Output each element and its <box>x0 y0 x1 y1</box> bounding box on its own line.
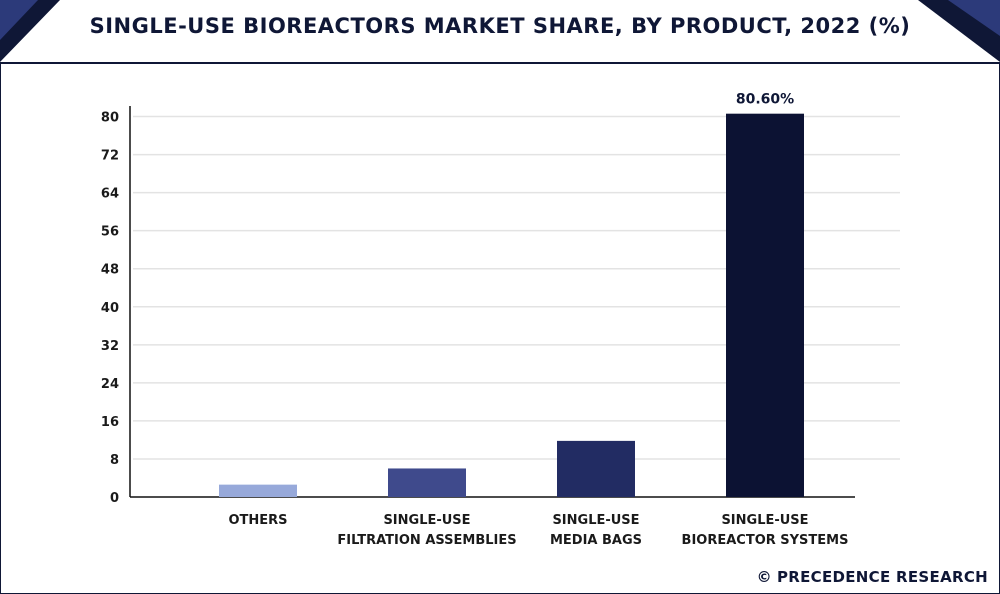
x-category-label: FILTRATION ASSEMBLIES <box>337 533 516 548</box>
source-credit: © PRECEDENCE RESEARCH <box>757 568 988 586</box>
y-tick-label: 16 <box>101 415 119 430</box>
y-tick-label: 32 <box>101 339 119 354</box>
y-tick-label: 24 <box>101 377 119 392</box>
bar-4 <box>726 113 804 497</box>
x-category-label: SINGLE-USE <box>552 513 639 528</box>
bar-1 <box>219 484 297 497</box>
bars <box>219 113 804 497</box>
x-category-label: SINGLE-USE <box>383 513 470 528</box>
y-tick-label: 8 <box>110 453 119 468</box>
y-tick-label: 80 <box>101 111 119 126</box>
credit-text: PRECEDENCE RESEARCH <box>776 568 988 586</box>
page-title: SINGLE-USE BIOREACTORS MARKET SHARE, BY … <box>89 14 911 38</box>
y-tick-label: 72 <box>101 149 119 164</box>
y-tick-label: 48 <box>101 263 119 278</box>
bar-2 <box>388 468 466 497</box>
copyright-icon: © <box>756 568 772 586</box>
y-tick-label: 40 <box>101 301 119 316</box>
y-tick-label: 64 <box>101 187 119 202</box>
bar-3 <box>557 440 635 497</box>
header-banner: SINGLE-USE BIOREACTORS MARKET SHARE, BY … <box>0 0 1000 64</box>
corner-decoration-left <box>0 0 60 62</box>
y-tick-label: 56 <box>101 225 119 240</box>
data-label: 80.60% <box>736 92 794 108</box>
labels: 0 8 16 24 32 40 48 56 64 72 80 OTHERS SINGLE-USE FILT… <box>101 92 849 548</box>
x-category-label: MEDIA BAGS <box>550 533 642 548</box>
y-tick-label: 0 <box>110 491 119 506</box>
x-category-label: BIOREACTOR SYSTEMS <box>682 533 849 548</box>
corner-decoration-right <box>918 0 1000 62</box>
x-category-label: OTHERS <box>228 513 287 528</box>
x-category-label: SINGLE-USE <box>721 513 808 528</box>
